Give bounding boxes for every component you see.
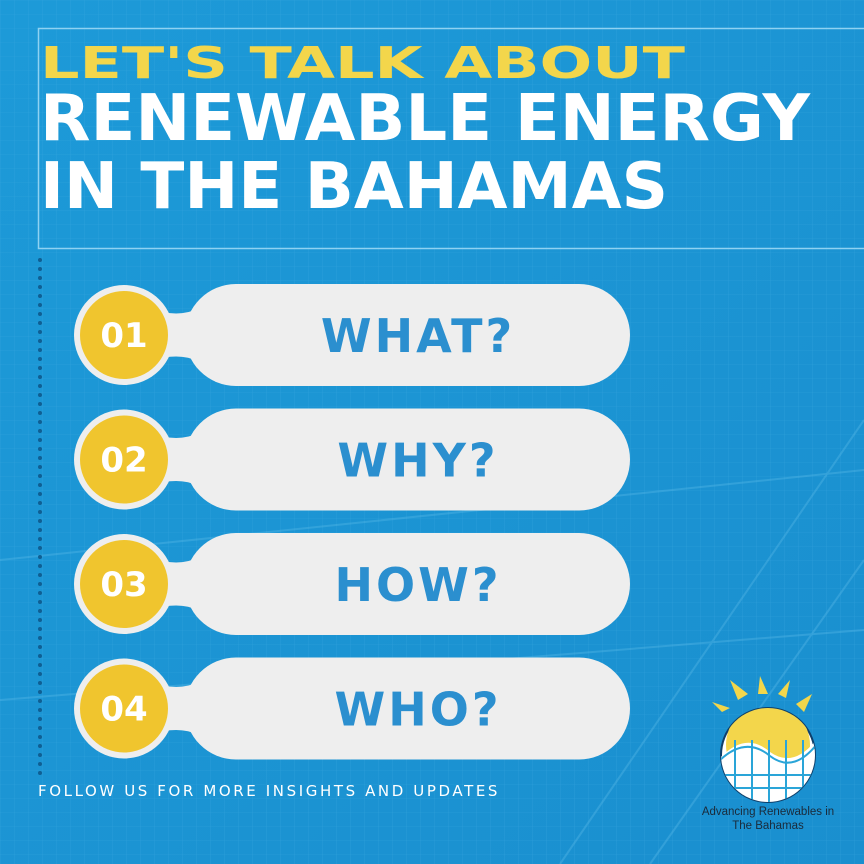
- item-number: 03: [100, 565, 147, 605]
- logo: Advancing Renewables in The Bahamas: [702, 676, 834, 832]
- item-number: 01: [100, 316, 147, 356]
- item-pill: [185, 408, 630, 511]
- logo-caption: Advancing Renewables in: [702, 806, 834, 818]
- item-label: WHY?: [337, 434, 498, 488]
- footer: FOLLOW US FOR MORE INSIGHTS AND UPDATES: [38, 782, 500, 800]
- logo-caption: The Bahamas: [732, 820, 804, 832]
- item-badge: [80, 415, 168, 504]
- kicker: LET'S TALK ABOUT: [40, 38, 685, 89]
- item-badge: [80, 540, 168, 628]
- item-label: WHAT?: [321, 309, 515, 363]
- item-badge: [80, 291, 168, 379]
- item-pill: [185, 657, 630, 760]
- item-list: 01 WHAT? 02 WHY? 03 HOW? 04 WHO?: [74, 284, 630, 760]
- item-badge: [80, 664, 168, 753]
- item-number: 02: [100, 441, 147, 481]
- item-label: WHO?: [334, 683, 501, 737]
- title-line: IN THE BAHAMAS: [40, 150, 668, 224]
- item-pill: [185, 533, 630, 635]
- item-label: HOW?: [334, 558, 501, 612]
- title-line: RENEWABLE ENERGY: [40, 82, 811, 156]
- title-frame: [37, 27, 864, 250]
- item-number: 04: [100, 690, 147, 730]
- item-pill: [185, 284, 630, 386]
